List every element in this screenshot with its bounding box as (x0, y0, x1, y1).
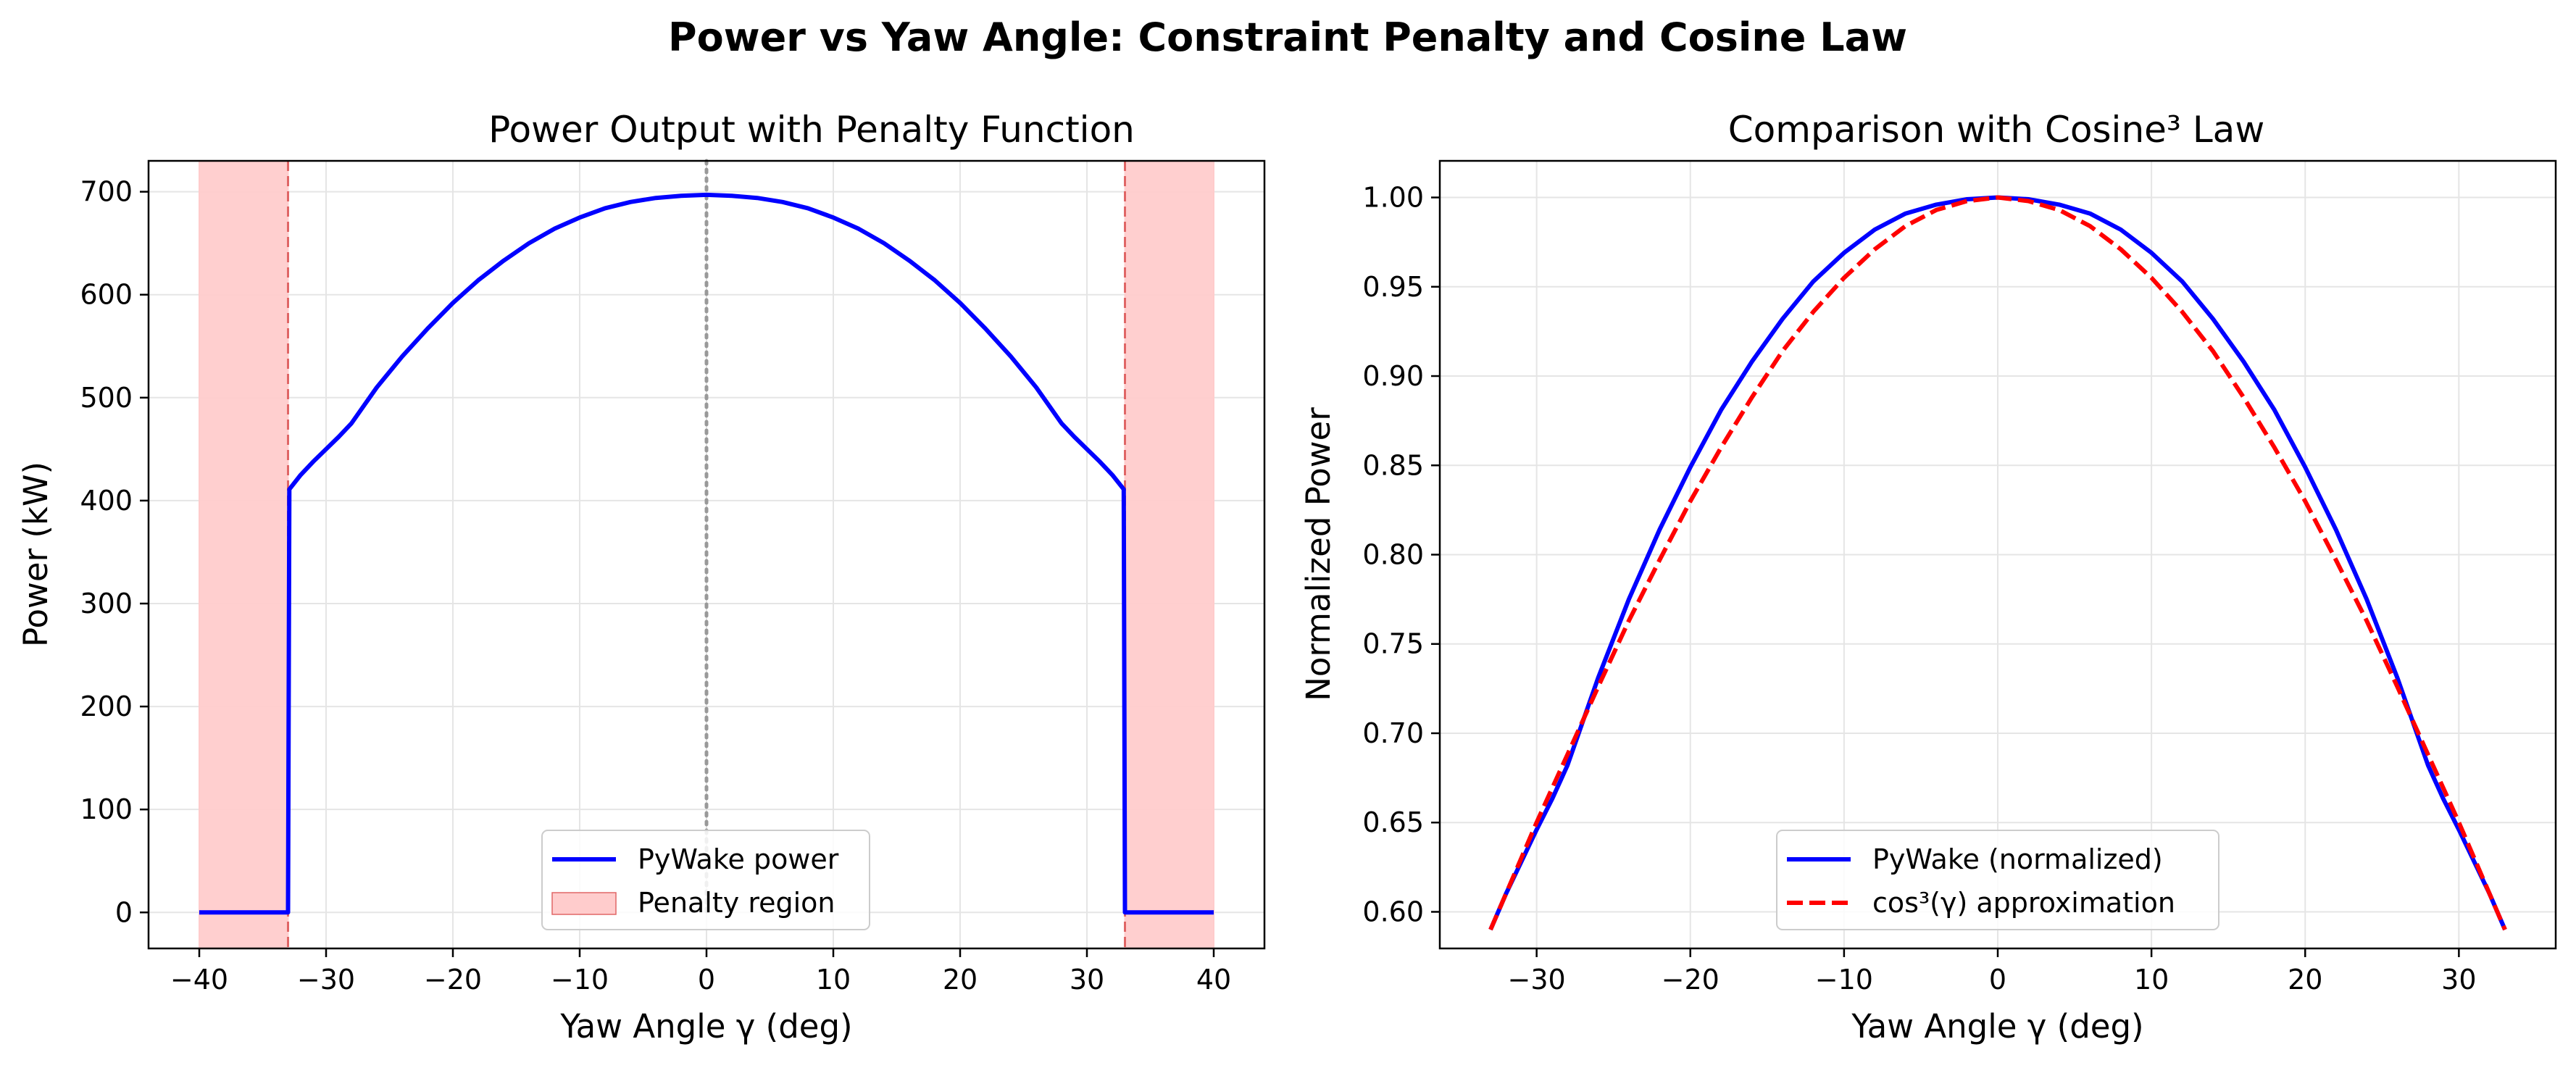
left-chart-legend: PyWake power Penalty region (541, 830, 870, 930)
left-xtick-label: −40 (170, 964, 228, 996)
right-ytick-label: 0.85 (1362, 449, 1424, 481)
right-xtick-label: 30 (2441, 964, 2476, 996)
right-chart-ylabel: Normalized Power (1299, 407, 1338, 701)
left-chart-ylabel: Power (kW) (17, 462, 55, 647)
right-legend-box (1776, 830, 2219, 930)
right-ytick-label: 0.70 (1362, 717, 1424, 749)
right-xtick-label: −20 (1662, 964, 1720, 996)
left-chart-penalty-layer (199, 159, 1214, 948)
right-ytick-label: 0.80 (1362, 539, 1424, 571)
left-ytick-label: 500 (80, 382, 133, 414)
left-ytick-label: 300 (80, 588, 133, 619)
right-xtick-label: −10 (1815, 964, 1873, 996)
right-chart-series-layer (1488, 195, 2507, 931)
right-series-1-line (1488, 195, 2507, 931)
right-ytick-label: 0.90 (1362, 360, 1424, 392)
left-legend-box (541, 830, 870, 930)
left-legend-swatch-penalty (551, 892, 617, 915)
figure-suptitle: Power vs Yaw Angle: Constraint Penalty a… (668, 14, 1907, 60)
left-ytick-label: 600 (80, 279, 133, 311)
left-ytick-label: 400 (80, 485, 133, 517)
left-ytick-label: 700 (80, 176, 133, 208)
left-xtick-label: −20 (424, 964, 482, 996)
right-chart-ticks: −30 −20 −10 0 10 20 30 0.60 0.65 0.70 0.75 0.80 0.85… (1362, 182, 2476, 996)
left-chart-ticks: −40 −30 −20 −10 0 10 20 30 400100200300400500600… (80, 176, 1231, 996)
left-xtick-label: −30 (297, 964, 355, 996)
left-xtick-label: −10 (551, 964, 609, 996)
left-ytick-label: 200 (80, 691, 133, 722)
left-xtick-label: 0 (698, 964, 715, 996)
right-xtick-label: 20 (2288, 964, 2322, 996)
left-xtick-label: 40 (1196, 964, 1231, 996)
left-chart-xlabel: Yaw Angle γ (deg) (559, 1007, 852, 1046)
right-ytick-label: 1.00 (1362, 182, 1424, 214)
right-ytick-label: 0.95 (1362, 271, 1424, 303)
left-xtick-label: 10 (816, 964, 851, 996)
left-legend-label-penalty: Penalty region (638, 887, 835, 919)
right-legend-label-cosine: cos³(γ) approximation (1872, 887, 2175, 919)
left-ytick-label: 100 (80, 793, 133, 825)
right-ytick-label: 0.60 (1362, 896, 1424, 927)
right-xtick-label: 10 (2134, 964, 2169, 996)
right-chart-xlabel: Yaw Angle γ (deg) (1851, 1007, 2143, 1046)
right-chart-legend: PyWake (normalized) cos³(γ) approximatio… (1776, 830, 2219, 930)
left-chart-title: Power Output with Penalty Function (488, 109, 1135, 151)
left-chart-series-layer (199, 192, 1214, 915)
left-penalty-region (199, 161, 288, 948)
right-chart: Comparison with Cosine³ Law −30 −20 −10 0 10… (1299, 109, 2557, 1046)
right-legend-label-pywake: PyWake (normalized) (1872, 843, 2163, 875)
left-series-0-line (199, 192, 1214, 915)
left-xtick-label: 20 (943, 964, 978, 996)
left-penalty-region (1125, 161, 1214, 948)
left-legend-label-pywake: PyWake power (638, 843, 839, 875)
left-chart: Power Output with Penalty Function −40 −3… (17, 109, 1266, 1046)
right-xtick-label: −30 (1508, 964, 1566, 996)
right-ytick-label: 0.75 (1362, 628, 1424, 660)
right-xtick-label: 0 (1989, 964, 2006, 996)
left-xtick-label: 30 (1070, 964, 1104, 996)
left-ytick-label: 0 (115, 896, 133, 928)
right-ytick-label: 0.65 (1362, 806, 1424, 838)
right-chart-title: Comparison with Cosine³ Law (1728, 109, 2264, 151)
